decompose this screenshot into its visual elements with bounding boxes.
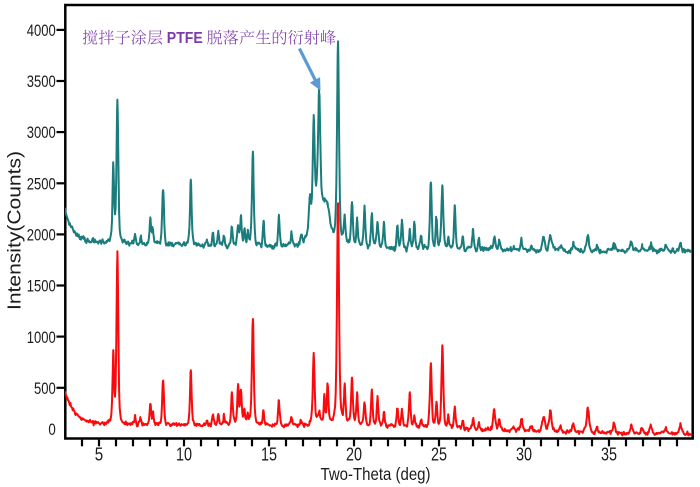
svg-text:20: 20 [346, 445, 362, 465]
svg-text:5: 5 [95, 445, 103, 465]
svg-text:Two-Theta (deg): Two-Theta (deg) [321, 464, 431, 484]
svg-text:35: 35 [601, 445, 617, 465]
svg-text:2000: 2000 [27, 226, 56, 245]
svg-text:1000: 1000 [27, 328, 56, 347]
svg-text:2500: 2500 [27, 174, 56, 193]
svg-text:1500: 1500 [27, 277, 56, 296]
svg-text:500: 500 [34, 379, 56, 398]
svg-text:Intensity(Counts): Intensity(Counts) [5, 151, 25, 310]
svg-text:4000: 4000 [27, 21, 56, 40]
svg-text:25: 25 [431, 445, 447, 465]
svg-text:3500: 3500 [27, 72, 56, 91]
svg-text:0: 0 [48, 420, 55, 439]
svg-text:10: 10 [176, 445, 192, 465]
svg-text:3000: 3000 [27, 123, 56, 142]
svg-text:30: 30 [516, 445, 532, 465]
svg-text:PTFE: PTFE [167, 30, 203, 47]
svg-text:15: 15 [261, 445, 277, 465]
